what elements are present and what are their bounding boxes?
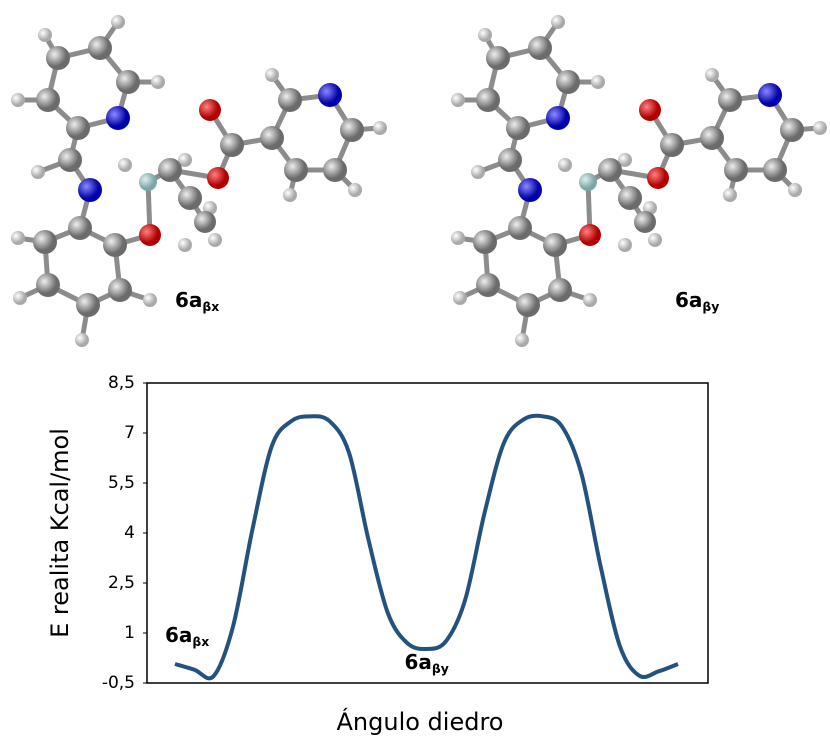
y-axis-title: E realita Kcal/mol — [46, 428, 74, 638]
label-text: 6a — [175, 288, 202, 312]
line-series — [175, 416, 678, 679]
annotation: 6aβx — [165, 623, 209, 649]
label-sub: βy — [702, 299, 719, 314]
x-axis-title: Ángulo diedro — [337, 707, 504, 736]
y-tick-label: 5,5 — [108, 473, 135, 493]
label: 6aβy — [675, 288, 719, 314]
y-tick-label: 7 — [124, 423, 135, 443]
label-sub: βy — [432, 661, 449, 676]
y-tick-label: 2,5 — [108, 573, 135, 593]
y-tick-label: 8,5 — [108, 373, 135, 393]
page: Ángulo diedro E realita Kcal/mol 6aβx6aβ… — [0, 0, 830, 747]
label-text: 6a — [165, 623, 192, 647]
label-text: 6a — [405, 650, 432, 674]
molecule — [451, 15, 827, 347]
y-tick-label: 4 — [124, 523, 135, 543]
label: 6aβx — [175, 288, 219, 314]
label-sub: βx — [192, 634, 209, 649]
label-text: 6a — [675, 288, 702, 312]
y-tick-label: -0,5 — [102, 673, 135, 693]
label-sub: βx — [202, 299, 219, 314]
y-tick-label: 1 — [124, 623, 135, 643]
annotation: 6aβy — [405, 650, 449, 676]
